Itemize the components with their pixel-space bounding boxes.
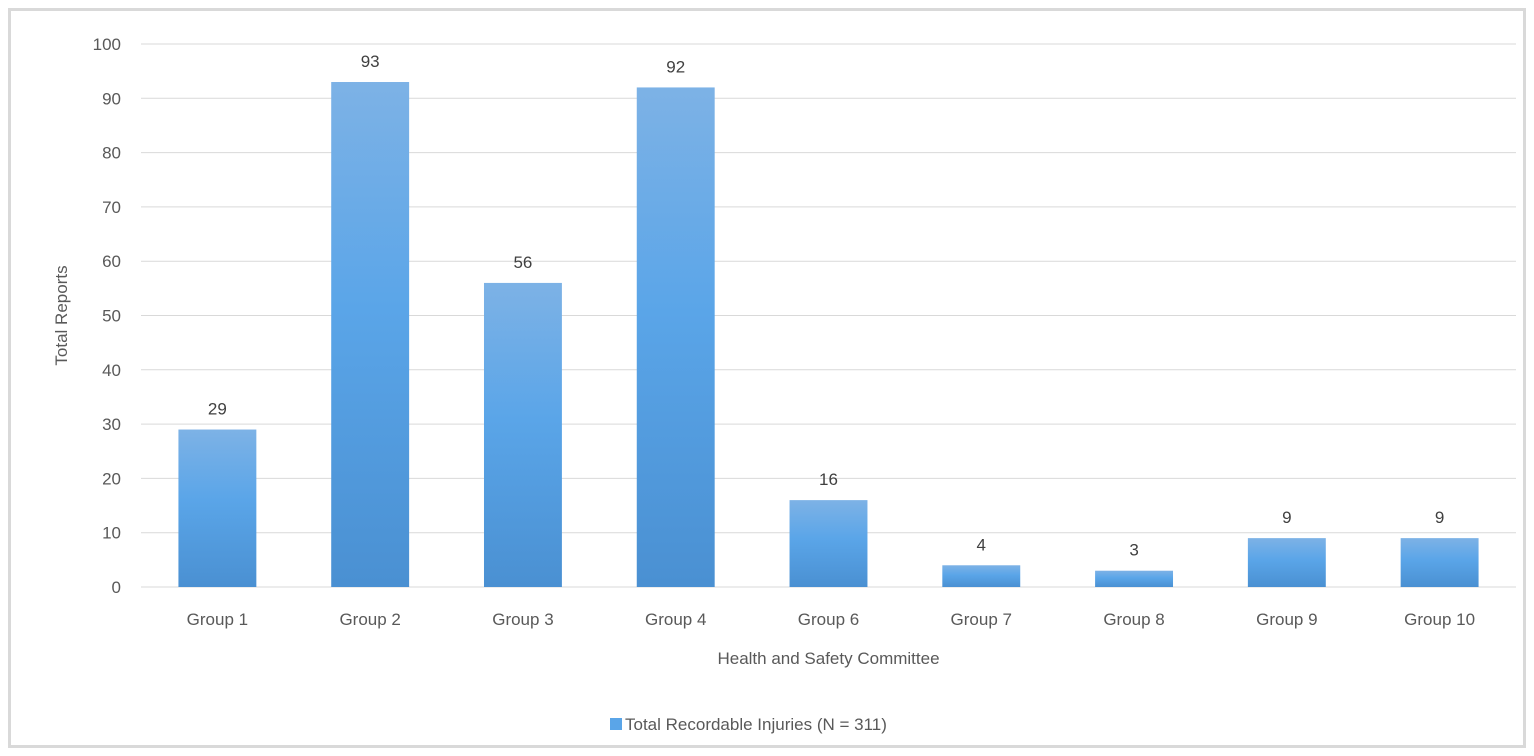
- x-tick-label: Group 6: [798, 610, 859, 629]
- data-label: 16: [819, 470, 838, 489]
- y-tick-label: 0: [112, 578, 121, 597]
- data-label: 9: [1435, 508, 1444, 527]
- bar: [483, 282, 562, 587]
- data-label: 56: [513, 253, 532, 272]
- y-tick-label: 50: [102, 307, 121, 326]
- x-tick-label: Group 8: [1103, 610, 1164, 629]
- data-label: 3: [1129, 541, 1138, 560]
- y-tick-label: 60: [102, 252, 121, 271]
- data-label: 9: [1282, 508, 1291, 527]
- y-tick-label: 80: [102, 144, 121, 163]
- legend: Total Recordable Injuries (N = 311): [610, 715, 887, 734]
- data-label: 4: [977, 535, 986, 554]
- data-label: 92: [666, 57, 685, 76]
- bar-chart: 0 10 20 30 40 50 60 70 80 90 100 29 93 56 92 16 4 3 9 9 Gr…: [52, 35, 1516, 734]
- bar: [789, 500, 868, 587]
- y-tick-label: 90: [102, 89, 121, 108]
- y-tick-label: 40: [102, 361, 121, 380]
- x-tick-label: Group 1: [187, 610, 248, 629]
- data-label: 29: [208, 400, 227, 419]
- chart-frame: 0 10 20 30 40 50 60 70 80 90 100 29 93 56 92 16 4 3 9 9 Gr…: [8, 8, 1526, 748]
- bars: [178, 82, 1479, 587]
- bar: [178, 429, 257, 587]
- y-tick-label: 10: [102, 524, 121, 543]
- x-tick-label: Group 4: [645, 610, 706, 629]
- x-axis-ticks: Group 1 Group 2 Group 3 Group 4 Group 6 Group…: [187, 610, 1475, 629]
- x-tick-label: Group 9: [1256, 610, 1317, 629]
- x-tick-label: Group 2: [339, 610, 400, 629]
- bar: [1247, 538, 1326, 587]
- bar: [1095, 570, 1174, 587]
- y-tick-label: 100: [93, 35, 121, 54]
- x-tick-label: Group 7: [951, 610, 1012, 629]
- y-tick-label: 20: [102, 469, 121, 488]
- bar: [636, 87, 715, 587]
- legend-swatch: [610, 718, 622, 730]
- y-tick-label: 30: [102, 415, 121, 434]
- x-axis-title: Health and Safety Committee: [717, 649, 939, 668]
- data-label: 93: [361, 52, 380, 71]
- legend-label: Total Recordable Injuries (N = 311): [625, 715, 887, 734]
- data-labels: 29 93 56 92 16 4 3 9 9: [208, 52, 1444, 560]
- bar: [331, 82, 410, 587]
- bar: [942, 565, 1021, 587]
- y-tick-label: 70: [102, 198, 121, 217]
- bar: [1400, 538, 1479, 587]
- y-axis-title: Total Reports: [52, 265, 71, 365]
- x-tick-label: Group 10: [1404, 610, 1475, 629]
- x-tick-label: Group 3: [492, 610, 553, 629]
- y-axis-ticks: 0 10 20 30 40 50 60 70 80 90 100: [93, 35, 121, 597]
